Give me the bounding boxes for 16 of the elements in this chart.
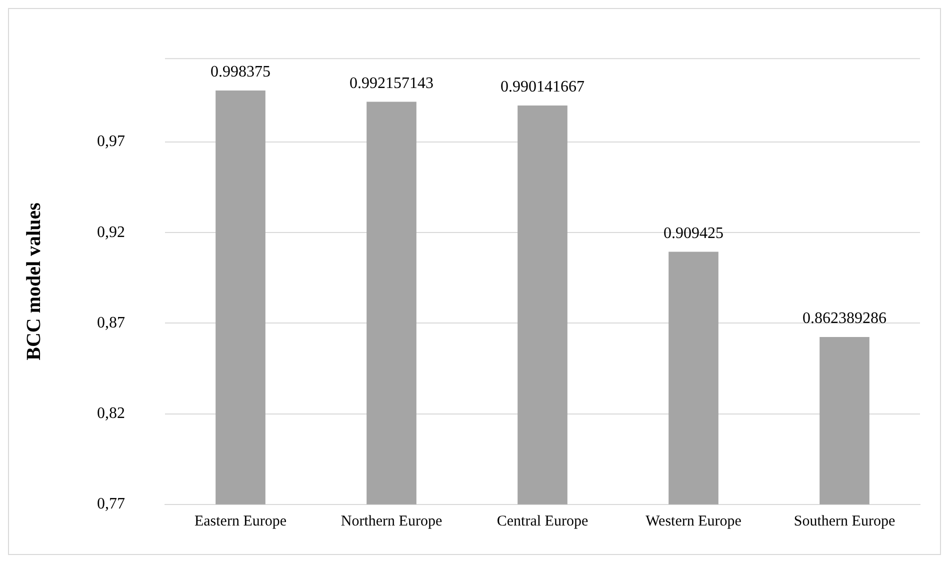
- data-label: 0.909425: [664, 224, 724, 242]
- data-label: 0.998375: [210, 64, 270, 81]
- x-tick-label: Western Europe: [646, 513, 742, 530]
- x-tick-label: Central Europe: [496, 513, 588, 530]
- y-tick-label: 0,82: [97, 404, 125, 422]
- y-tick-label: 0,77: [97, 496, 125, 513]
- x-tick-label: Eastern Europe: [194, 513, 287, 530]
- y-tick-label: 0,97: [97, 133, 125, 150]
- y-tick-label: 0,92: [97, 224, 125, 241]
- data-label: 0.990141667: [500, 78, 584, 96]
- x-tick-label: Southern Europe: [794, 513, 896, 530]
- y-axis-title: BCC model values: [23, 202, 46, 360]
- data-label: 0.862389286: [802, 310, 886, 328]
- data-label: 0.992157143: [350, 75, 434, 92]
- x-tick-label: Northern Europe: [340, 513, 442, 530]
- y-tick-label: 0,87: [97, 314, 125, 332]
